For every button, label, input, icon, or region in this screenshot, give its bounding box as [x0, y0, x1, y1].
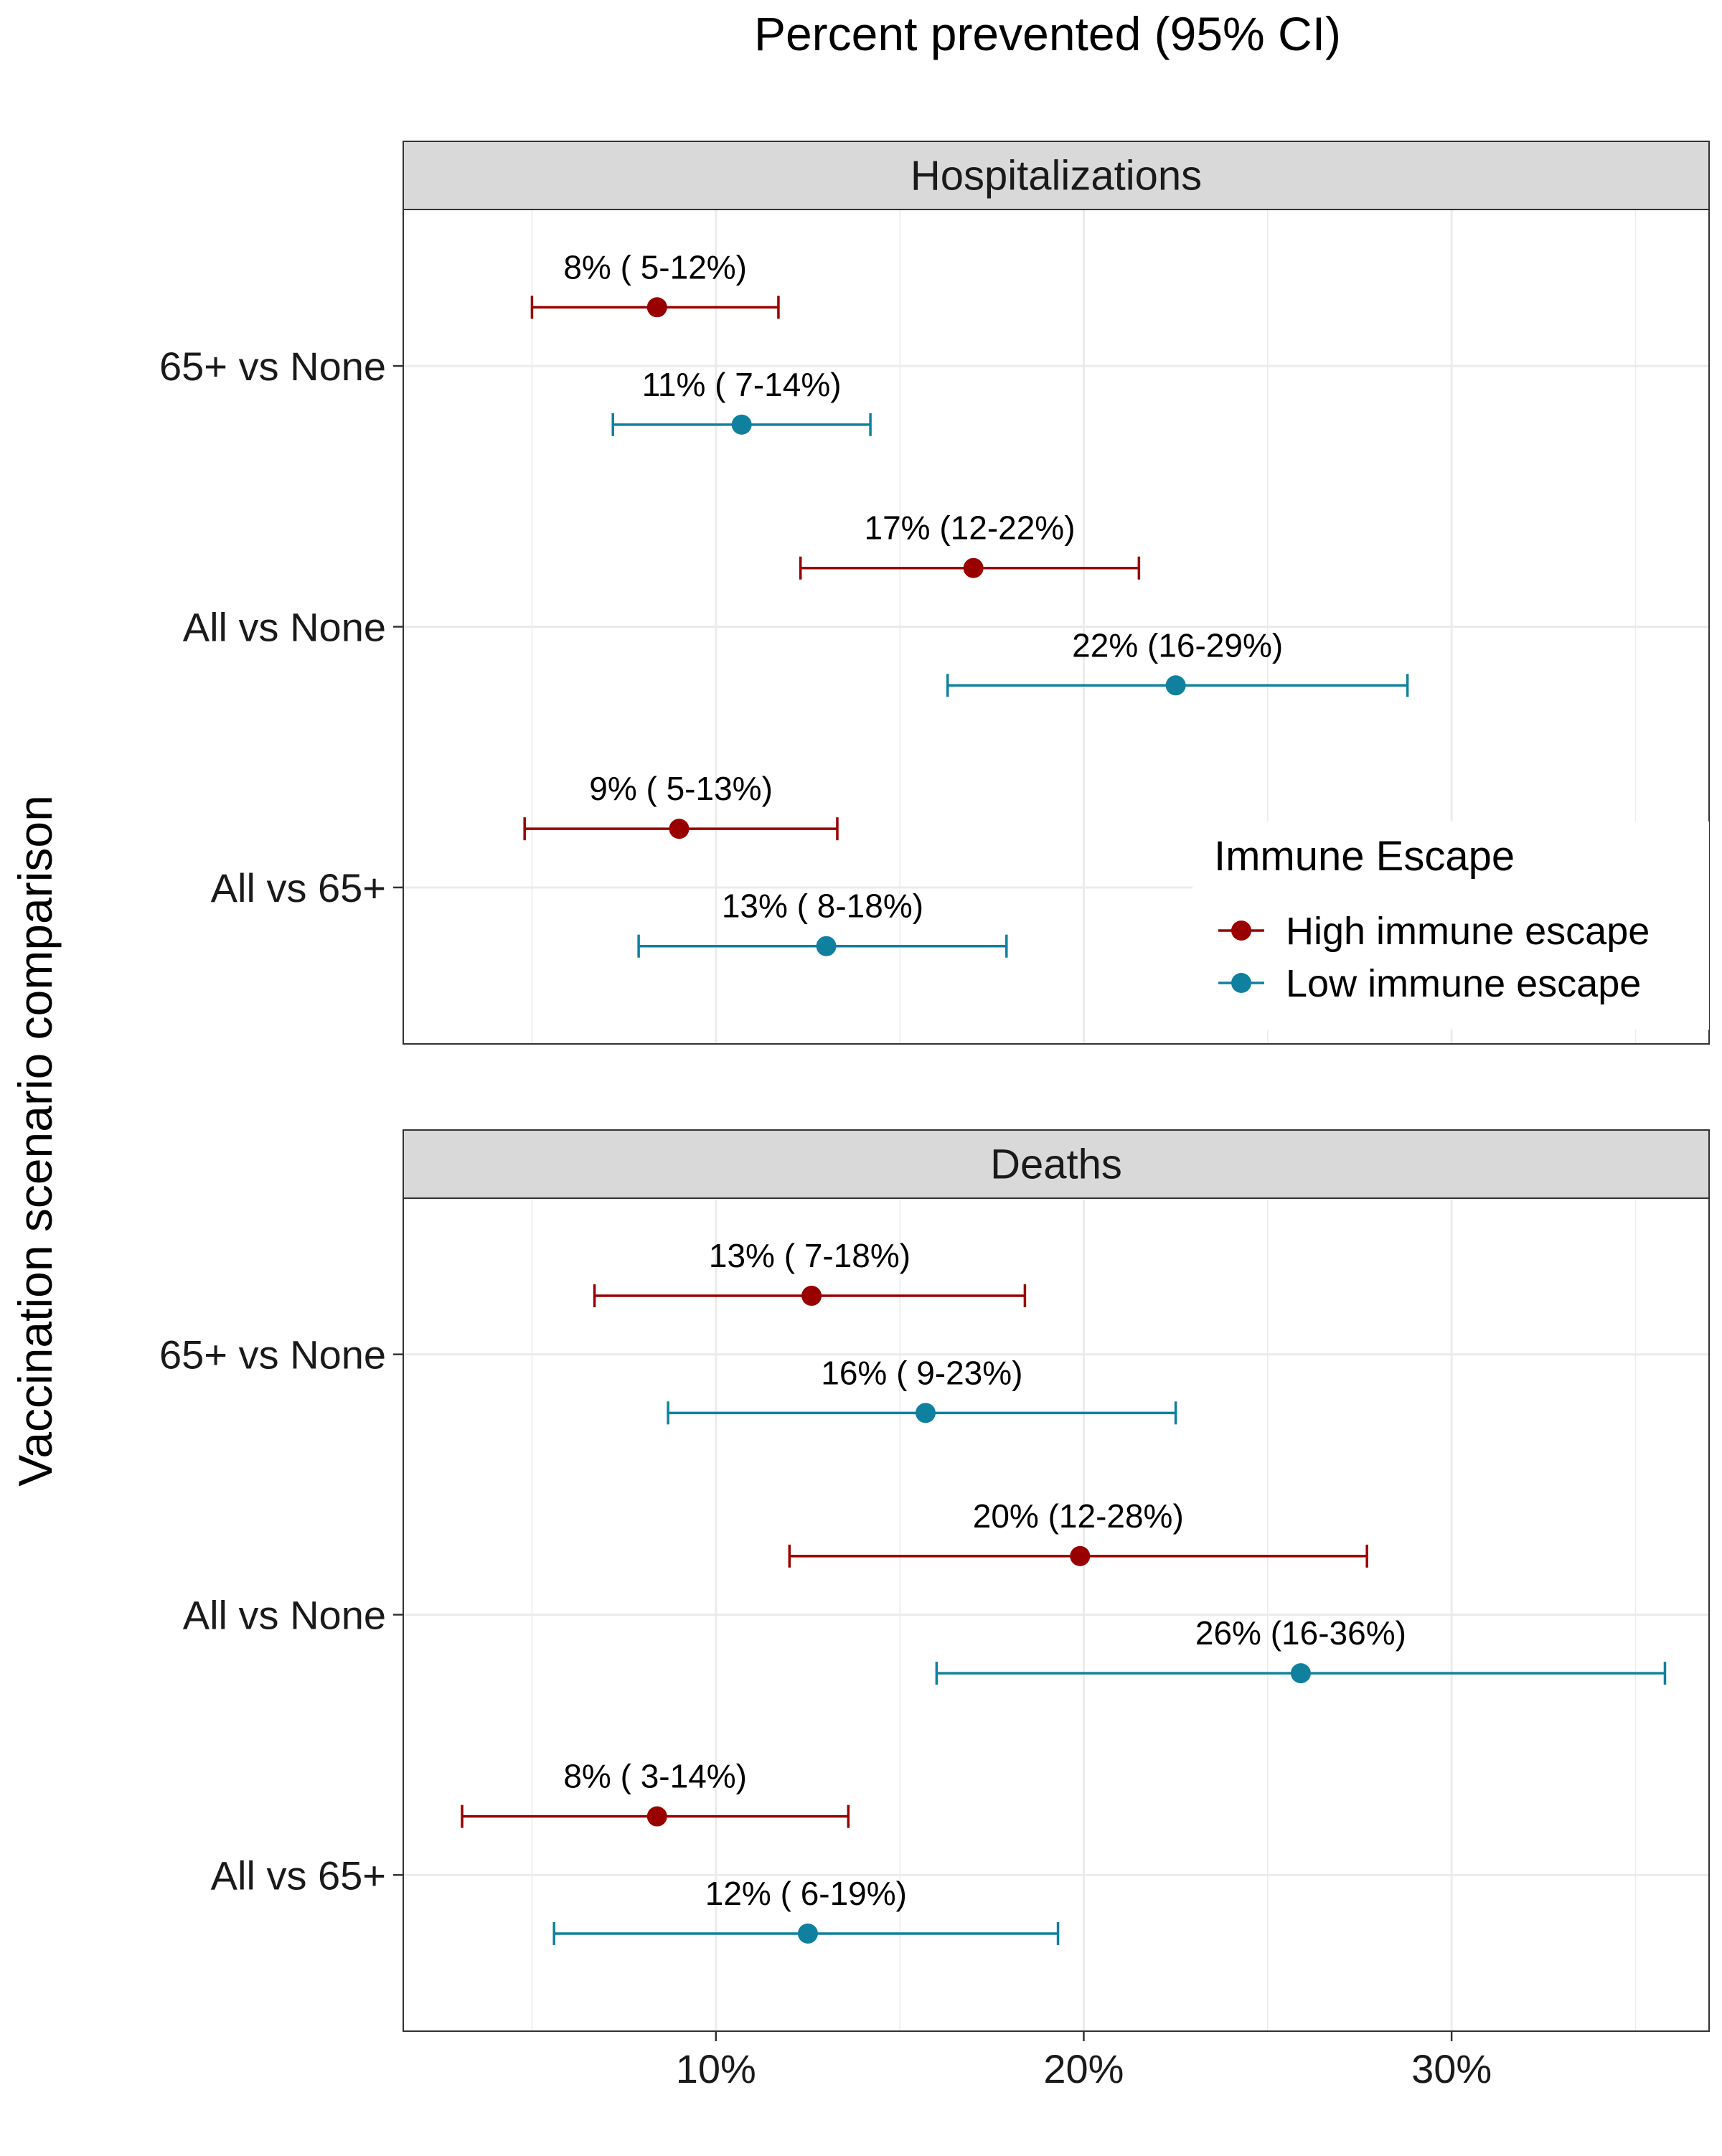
data-label: 12% ( 6-19%)	[705, 1875, 907, 1912]
panels: Hospitalizations 65+ vs None All vs None Al…	[159, 141, 1710, 2091]
data-label: 13% ( 7-18%)	[709, 1237, 911, 1274]
panel-strip-label: Deaths	[990, 1141, 1122, 1188]
data-label: 17% (12-22%)	[864, 509, 1075, 547]
data-point	[646, 1806, 667, 1827]
panel-border	[403, 1197, 1710, 2032]
y-tick-label: All vs None	[183, 1593, 386, 1638]
legend: Immune Escape High immune escape Low immun…	[1192, 822, 1709, 1030]
data-point	[801, 1286, 822, 1307]
legend-background	[1192, 822, 1709, 1030]
data-point	[731, 414, 752, 435]
x-tick-label: 10%	[676, 2046, 756, 2091]
x-tick-label: 20%	[1043, 2046, 1124, 2091]
data-label: 8% ( 5-12%)	[563, 248, 747, 286]
legend-key-point	[1231, 973, 1251, 993]
legend-title: Immune Escape	[1214, 833, 1515, 880]
data-point	[916, 1403, 936, 1423]
data-label: 16% ( 9-23%)	[821, 1354, 1022, 1391]
panel-hospitalizations: Hospitalizations 65+ vs None All vs None Al…	[159, 141, 1710, 1045]
series-low-immune-escape: 16% ( 9-23%) 26% (16-36%) 12% ( 6-19%)	[552, 1354, 1667, 1945]
y-tick-label: All vs 65+	[211, 1853, 386, 1898]
panel-border	[403, 209, 1710, 1045]
series-high-immune-escape: 13% ( 7-18%) 20% (12-28%) 8% ( 3-14%)	[461, 1237, 1368, 1828]
data-point	[669, 819, 690, 839]
data-point	[963, 557, 984, 578]
panel-strip-label: Hospitalizations	[911, 153, 1202, 199]
y-tick-label: All vs 65+	[211, 865, 386, 910]
legend-label: High immune escape	[1286, 910, 1650, 953]
y-tick-label: 65+ vs None	[159, 344, 386, 389]
data-point	[816, 936, 837, 956]
y-axis-label: Vaccination scenario comparison	[9, 795, 62, 1487]
data-point	[1070, 1545, 1091, 1566]
x-tick-label: 30%	[1411, 2046, 1492, 2091]
panel-strip	[403, 1129, 1710, 1199]
data-label: 13% ( 8-18%)	[722, 888, 923, 925]
series-low-immune-escape: 11% ( 7-14%) 22% (16-29%) 13% ( 8-18%)	[611, 366, 1409, 958]
panel-deaths: Deaths 65+ vs None All vs None All vs 65+ 13…	[159, 1129, 1710, 2032]
chart-title: Percent prevented (95% CI)	[754, 7, 1341, 60]
data-label: 22% (16-29%)	[1072, 626, 1283, 664]
y-tick-label: All vs None	[183, 605, 386, 650]
legend-key-point	[1231, 921, 1251, 941]
y-tick-label: 65+ vs None	[159, 1332, 386, 1378]
data-label: 8% ( 3-14%)	[563, 1758, 747, 1795]
data-label: 11% ( 7-14%)	[642, 366, 842, 403]
data-point	[797, 1923, 818, 1944]
series-high-immune-escape: 8% ( 5-12%) 17% (12-22%) 9% ( 5-13%)	[523, 248, 1141, 841]
data-point	[646, 297, 667, 318]
data-label: 20% (12-28%)	[973, 1497, 1184, 1535]
legend-label: Low immune escape	[1286, 962, 1641, 1005]
data-label: 26% (16-36%)	[1195, 1614, 1406, 1652]
data-point	[1290, 1663, 1311, 1684]
data-label: 9% ( 5-13%)	[589, 770, 773, 807]
x-axis: 10% 20% 30%	[676, 2031, 1492, 2091]
panel-strip	[403, 141, 1710, 210]
data-point	[1165, 675, 1186, 696]
